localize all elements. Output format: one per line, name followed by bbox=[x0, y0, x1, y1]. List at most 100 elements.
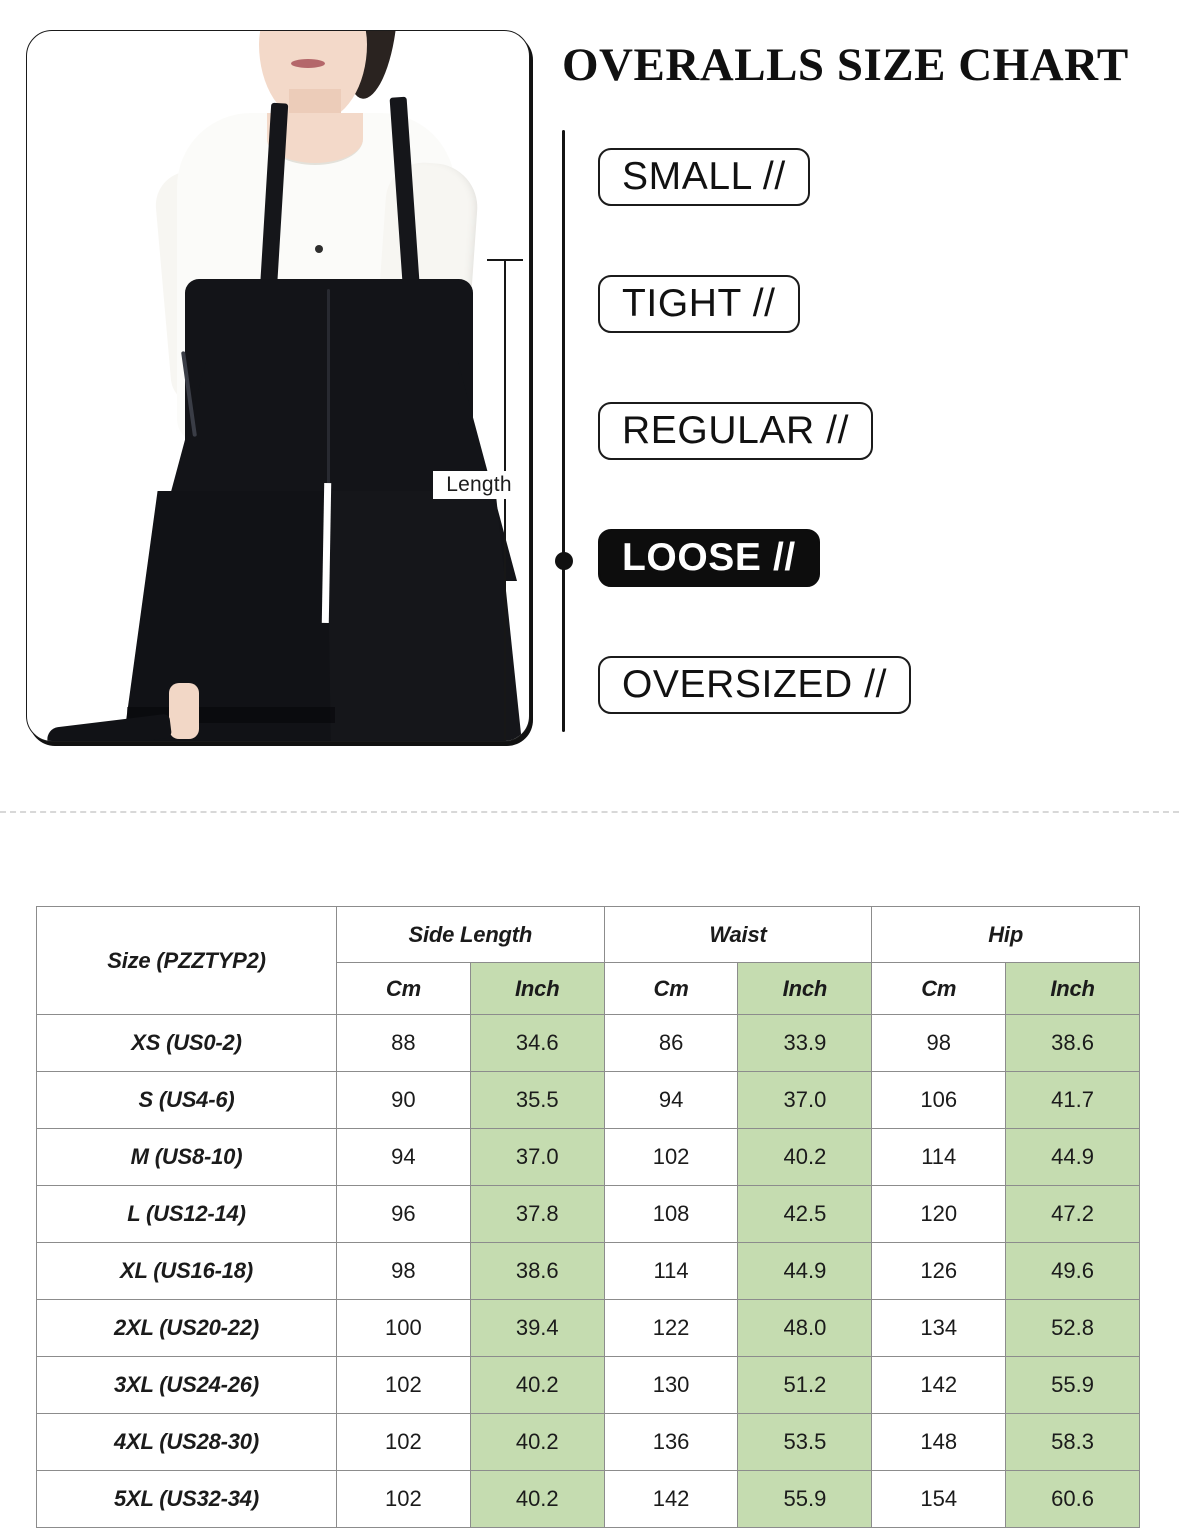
cell-cm: 100 bbox=[336, 1299, 471, 1357]
cell-inch: 42.5 bbox=[737, 1185, 873, 1243]
cell-inch: 44.9 bbox=[1005, 1128, 1140, 1186]
table-row: M (US8-10) 94 37.0 102 40.2 114 44.9 bbox=[36, 1128, 1140, 1186]
cell-size: 2XL (US20-22) bbox=[36, 1299, 337, 1357]
cell-inch: 41.7 bbox=[1005, 1071, 1140, 1129]
table-row: 4XL (US28-30) 102 40.2 136 53.5 148 58.3 bbox=[36, 1413, 1140, 1471]
table-row: 2XL (US20-22) 100 39.4 122 48.0 134 52.8 bbox=[36, 1299, 1140, 1357]
cell-cm: 114 bbox=[871, 1128, 1007, 1186]
size-table-body: XS (US0-2) 88 34.6 86 33.9 98 38.6 S (US4-6) 90 3… bbox=[36, 1014, 1140, 1528]
length-label: Length bbox=[433, 471, 525, 499]
cell-cm: 88 bbox=[336, 1014, 471, 1072]
model-lips bbox=[291, 59, 325, 68]
model-ankle bbox=[169, 683, 199, 739]
fit-option-tight[interactable]: TIGHT // bbox=[598, 275, 800, 333]
cell-cm: 86 bbox=[603, 1014, 739, 1072]
table-header-row-groups: Size (PZZTYP2) Side Length Waist Hip bbox=[36, 906, 1140, 1015]
cell-size: XS (US0-2) bbox=[36, 1014, 337, 1072]
fit-option-oversized[interactable]: OVERSIZED // bbox=[598, 656, 912, 714]
top-section: Length OVERALLS SIZE CHART SMALL // TIGH… bbox=[26, 30, 1168, 742]
cell-inch: 37.0 bbox=[469, 1128, 605, 1186]
cell-size: L (US12-14) bbox=[36, 1185, 337, 1243]
cell-cm: 98 bbox=[871, 1014, 1007, 1072]
cell-cm: 94 bbox=[603, 1071, 739, 1129]
cell-size: XL (US16-18) bbox=[36, 1242, 337, 1300]
cell-cm: 102 bbox=[336, 1413, 471, 1471]
section-divider bbox=[0, 811, 1179, 813]
length-dimension-annotation: Length bbox=[433, 259, 529, 741]
cell-inch: 40.2 bbox=[469, 1413, 605, 1471]
model-shoe bbox=[45, 713, 173, 741]
cell-inch: 51.2 bbox=[737, 1356, 873, 1414]
cell-cm: 154 bbox=[871, 1470, 1007, 1528]
header-group-side-length: Side Length bbox=[336, 906, 605, 963]
table-row: XS (US0-2) 88 34.6 86 33.9 98 38.6 bbox=[36, 1014, 1140, 1072]
cell-inch: 49.6 bbox=[1005, 1242, 1140, 1300]
header-group-waist: Waist bbox=[603, 906, 873, 963]
cell-cm: 108 bbox=[603, 1185, 739, 1243]
cell-cm: 142 bbox=[871, 1356, 1007, 1414]
table-header-row-units: Cm Inch Cm Inch Cm Inch bbox=[37, 962, 1140, 1015]
fit-option-small[interactable]: SMALL // bbox=[598, 148, 810, 206]
cell-cm: 126 bbox=[871, 1242, 1007, 1300]
overall-leg-left bbox=[123, 491, 339, 741]
size-table-container: Size (PZZTYP2) Side Length Waist Hip Cm … bbox=[36, 906, 1140, 1528]
cell-inch: 52.8 bbox=[1005, 1299, 1140, 1357]
cell-inch: 47.2 bbox=[1005, 1185, 1140, 1243]
cell-inch: 40.2 bbox=[469, 1356, 605, 1414]
cell-size: 3XL (US24-26) bbox=[36, 1356, 337, 1414]
header-size: Size (PZZTYP2) bbox=[36, 906, 337, 1015]
table-row: 5XL (US32-34) 102 40.2 142 55.9 154 60.6 bbox=[36, 1470, 1140, 1528]
fit-option-regular[interactable]: REGULAR // bbox=[598, 402, 874, 460]
cell-cm: 106 bbox=[871, 1071, 1007, 1129]
product-photo bbox=[27, 31, 529, 741]
product-photo-card: Length bbox=[26, 30, 530, 742]
size-table: Size (PZZTYP2) Side Length Waist Hip Cm … bbox=[36, 906, 1140, 1528]
cell-cm: 96 bbox=[336, 1185, 471, 1243]
fit-option-loose[interactable]: LOOSE // bbox=[598, 529, 820, 587]
cell-cm: 102 bbox=[336, 1356, 471, 1414]
fit-scale: SMALL // TIGHT // REGULAR // LOOSE // OV… bbox=[548, 120, 1168, 740]
cell-inch: 33.9 bbox=[737, 1014, 873, 1072]
table-row: L (US12-14) 96 37.8 108 42.5 120 47.2 bbox=[36, 1185, 1140, 1243]
cell-inch: 55.9 bbox=[1005, 1356, 1140, 1414]
fit-scale-axis bbox=[562, 130, 566, 732]
cell-size: 4XL (US28-30) bbox=[36, 1413, 337, 1471]
header-group-hip: Hip bbox=[871, 906, 1140, 963]
header-unit-inch: Inch bbox=[469, 962, 605, 1015]
cell-inch: 48.0 bbox=[737, 1299, 873, 1357]
cell-cm: 90 bbox=[336, 1071, 471, 1129]
cell-inch: 38.6 bbox=[1005, 1014, 1140, 1072]
cell-cm: 134 bbox=[871, 1299, 1007, 1357]
cell-cm: 94 bbox=[336, 1128, 471, 1186]
overall-center-seam bbox=[327, 289, 330, 519]
cell-cm: 122 bbox=[603, 1299, 739, 1357]
page-title: OVERALLS SIZE CHART bbox=[562, 39, 1129, 91]
cell-inch: 38.6 bbox=[469, 1242, 605, 1300]
cell-cm: 130 bbox=[603, 1356, 739, 1414]
cell-size: M (US8-10) bbox=[36, 1128, 337, 1186]
cell-inch: 60.6 bbox=[1005, 1470, 1140, 1528]
cell-cm: 98 bbox=[336, 1242, 471, 1300]
header-unit-inch: Inch bbox=[1005, 962, 1140, 1015]
overall-leg-right bbox=[327, 491, 523, 741]
cell-inch: 44.9 bbox=[737, 1242, 873, 1300]
cell-cm: 148 bbox=[871, 1413, 1007, 1471]
header-unit-cm: Cm bbox=[871, 962, 1007, 1015]
cell-size: S (US4-6) bbox=[36, 1071, 337, 1129]
size-table-head: Size (PZZTYP2) Side Length Waist Hip Cm … bbox=[36, 906, 1140, 1015]
cell-inch: 35.5 bbox=[469, 1071, 605, 1129]
table-row: XL (US16-18) 98 38.6 114 44.9 126 49.6 bbox=[36, 1242, 1140, 1300]
cell-cm: 114 bbox=[603, 1242, 739, 1300]
cell-inch: 53.5 bbox=[737, 1413, 873, 1471]
cell-inch: 40.2 bbox=[469, 1470, 605, 1528]
cell-inch: 58.3 bbox=[1005, 1413, 1140, 1471]
cell-cm: 136 bbox=[603, 1413, 739, 1471]
dimension-line bbox=[504, 259, 506, 741]
cell-inch: 34.6 bbox=[469, 1014, 605, 1072]
cell-cm: 102 bbox=[336, 1470, 471, 1528]
shirt-button bbox=[315, 245, 323, 253]
cell-inch: 55.9 bbox=[737, 1470, 873, 1528]
cell-inch: 39.4 bbox=[469, 1299, 605, 1357]
cell-size: 5XL (US32-34) bbox=[36, 1470, 337, 1528]
